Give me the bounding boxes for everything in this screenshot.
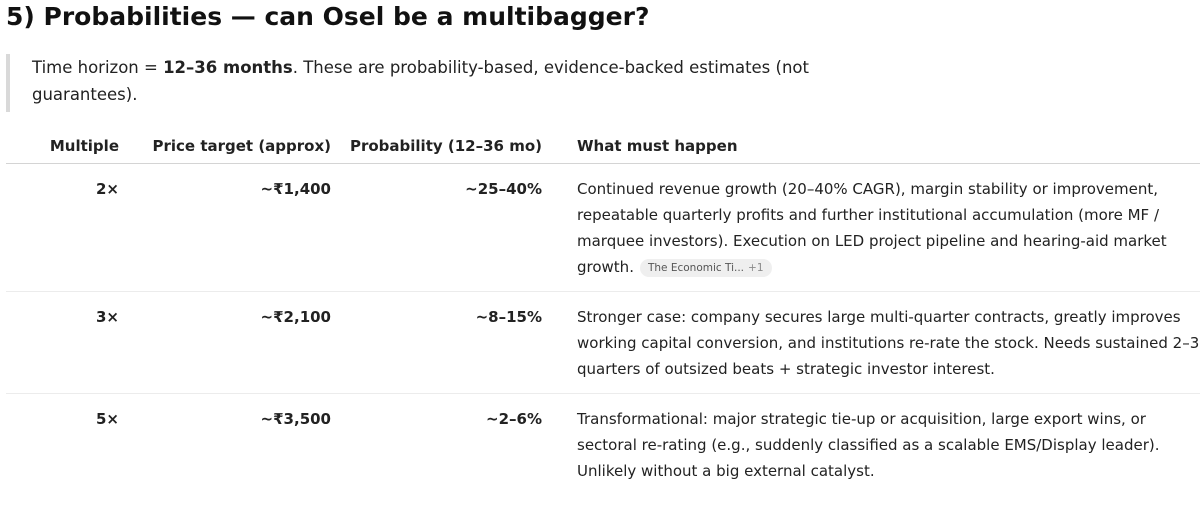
source-citation-more: +1 xyxy=(748,262,764,274)
cell-requirements: Transformational: major strategic tie-up… xyxy=(542,394,1200,496)
cell-multiple: 3× xyxy=(6,291,119,394)
cell-probability: ~2–6% xyxy=(486,410,542,428)
header-probability: Probability (12–36 mo) xyxy=(331,138,542,164)
requirements-text: Stronger case: company secures large mul… xyxy=(577,308,1200,378)
cell-price-target: ~₹1,400 xyxy=(119,163,331,292)
horizon-note-prefix: Time horizon = xyxy=(32,58,164,77)
section-title: 5) Probabilities — can Osel be a multiba… xyxy=(6,2,650,31)
header-multiple: Multiple xyxy=(6,138,119,164)
requirements-text: Transformational: major strategic tie-up… xyxy=(577,410,1160,480)
header-price-target: Price target (approx) xyxy=(119,138,331,164)
cell-requirements: Stronger case: company secures large mul… xyxy=(542,291,1200,394)
horizon-value: 12–36 months xyxy=(163,58,293,77)
cell-probability: ~25–40% xyxy=(331,163,542,292)
cell-price-target: ~₹2,100 xyxy=(119,291,331,394)
header-requirements: What must happen xyxy=(542,138,1200,164)
cell-multiple: 5× xyxy=(95,410,119,428)
cell-multiple: 2× xyxy=(6,163,119,292)
cell-requirements: Continued revenue growth (20–40% CAGR), … xyxy=(542,163,1200,292)
horizon-note-suffix: . These are probability-based, evidence-… xyxy=(32,58,809,104)
requirements-text: Continued revenue growth (20–40% CAGR), … xyxy=(577,180,1167,276)
table-row: 2× ~₹1,400 ~25–40% Continued revenue gro… xyxy=(6,163,1200,292)
table-row: 5× ~₹3,500 ~2–6% Transformational: major… xyxy=(6,394,1200,496)
probability-table: Multiple Price target (approx) Probabili… xyxy=(6,138,1200,495)
cell-price-target: ~₹3,500 xyxy=(260,410,331,428)
table-header-row: Multiple Price target (approx) Probabili… xyxy=(6,138,1200,164)
horizon-note: Time horizon = 12–36 months. These are p… xyxy=(6,54,836,112)
table-row: 3× ~₹2,100 ~8–15% Stronger case: company… xyxy=(6,291,1200,394)
cell-probability: ~8–15% xyxy=(331,291,542,394)
source-citation-chip[interactable]: The Economic Ti... +1 xyxy=(639,259,772,277)
source-citation-label: The Economic Ti... xyxy=(647,262,745,274)
